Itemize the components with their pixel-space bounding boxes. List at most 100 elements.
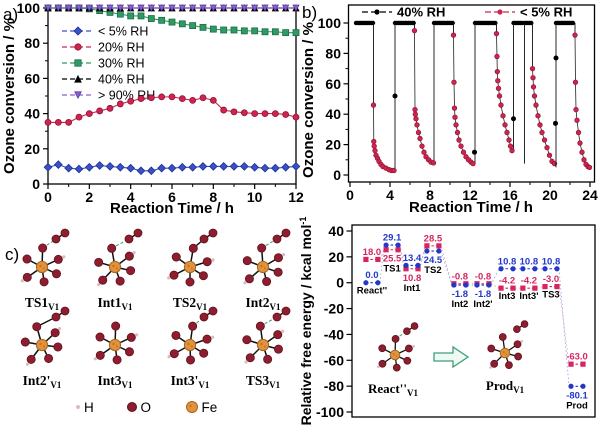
y-tick-label: 20 [325, 137, 341, 153]
energy-value-blue: 10.8 [542, 256, 561, 267]
plot-frame [351, 224, 596, 418]
energy-level-name: Int2' [473, 299, 492, 310]
energy-level-Int2: -1.8 -0.8 Int2' [473, 271, 492, 310]
energy-level-Int3: 10.8 -4.2 Int3' [519, 256, 538, 302]
level-connectors [379, 245, 570, 387]
legend-entry: < 5% RH [98, 25, 148, 39]
y-tick-label: 20 [24, 141, 40, 157]
legend-entry: 20% RH [98, 41, 145, 55]
molecule-structure [20, 228, 70, 287]
energy-level-name: TS2 [424, 265, 441, 276]
x-tick-label: 2 [85, 189, 93, 205]
y-tick-label: 60 [24, 70, 40, 86]
legend-entry: 40% RH [397, 5, 445, 20]
legend-entry: > 90% RH [98, 89, 155, 103]
x-axis-title: Reaction Time / h [110, 200, 234, 217]
y-tick-label: 0 [32, 176, 40, 192]
y-tick-label: 80 [325, 45, 341, 61]
energy-value-blue: -80.1 [566, 390, 588, 401]
molecule-structure [376, 322, 419, 372]
energy-value-red: -0.8 [452, 271, 468, 282]
y-tick-label: -80 [324, 378, 344, 394]
energy-level-name: Prod [566, 400, 588, 411]
series-b [353, 20, 593, 174]
panel-letter-b: b) [302, 3, 317, 22]
y-tick-label: 60 [325, 76, 341, 92]
molecule-structure [93, 321, 139, 365]
y-tick-label: -40 [324, 326, 344, 342]
molecule-structure [487, 320, 529, 370]
y-tick-label: 40 [328, 223, 344, 239]
y-axis-title: Ozone conversion / % [1, 18, 18, 174]
y-axis-title: Relative free energy / kcal mol-1 [298, 217, 314, 426]
energy-level-Int3: 10.8 -4.2 Int3 [498, 256, 517, 302]
x-tick-label: 0 [44, 189, 52, 205]
axes: 40 20 0 -20 -40 -60 -80 -100 [316, 223, 352, 420]
panel-letter-a: a) [3, 5, 18, 24]
y-axis-title: Ozone conversion / % [300, 22, 317, 178]
y-tick-label: 100 [318, 15, 342, 31]
molecule-structure [167, 228, 218, 287]
series-20-RH [44, 93, 300, 126]
legend-b: 40% RH < 5% RH [362, 5, 572, 20]
energy-value-red: -0.8 [475, 271, 491, 282]
molecule-structure [20, 306, 70, 366]
x-tick-label: 24 [582, 187, 598, 203]
energy-value-red: -63.0 [566, 352, 588, 363]
y-tick-label: 40 [24, 106, 40, 122]
energy-level-TS3: 10.8 -3.0 TS3 [542, 256, 561, 300]
atom-legend-label: H [84, 400, 94, 415]
y-tick-label: -20 [324, 301, 344, 317]
x-tick-label: 12 [288, 189, 304, 205]
y-tick-label: 20 [328, 249, 344, 265]
chart-panel-b: 0 4 8 12 16 20 24 0 20 40 60 80 100 Reaction Time / h… [300, 3, 598, 216]
energy-level-React: 0.0 18.0 React'' [357, 247, 387, 297]
molecule-label: Int2'V1 [23, 373, 62, 390]
inset-react-label: React''V1 [368, 381, 418, 398]
x-tick-label: 16 [502, 187, 518, 203]
molecule-label: TS2V1 [173, 295, 208, 312]
molecule-label: Int2V1 [245, 295, 281, 312]
y-tick-label: -100 [316, 404, 344, 420]
legend-entry: < 5% RH [520, 5, 572, 20]
energy-value-blue: 10.8 [520, 256, 539, 267]
energy-value-blue: 24.5 [424, 255, 443, 266]
molecule-label: Int3V1 [97, 373, 133, 390]
atom-legend-label: Fe [202, 400, 218, 415]
energy-value-red: -4.2 [521, 276, 537, 287]
x-tick-label: 6 [168, 189, 176, 205]
molecule-structure [94, 228, 143, 287]
energy-value-blue: -1.8 [475, 289, 491, 300]
energy-value-blue: 13.4 [403, 253, 422, 264]
energy-value-red: -4.2 [499, 276, 515, 287]
x-tick-label: 4 [386, 187, 394, 203]
reaction-arrow-icon [433, 345, 470, 369]
inset-prod-label: ProdV1 [486, 378, 525, 395]
y-tick-label: 0 [333, 167, 341, 183]
energy-level-name: TS1 [383, 264, 401, 275]
plot-frame [347, 4, 596, 183]
energy-value-red: -3.0 [543, 274, 559, 285]
series--90-RH [44, 4, 300, 12]
energy-value-red: 18.0 [363, 247, 382, 258]
chart-panel-a: 0 2 4 6 8 10 12 0 20 40 60 80 100 Reaction Time / h Oz… [1, 0, 304, 217]
energy-value-blue: 0.0 [365, 270, 378, 281]
y-tick-label: 100 [17, 0, 41, 16]
molecule-label: TS1V1 [25, 295, 60, 312]
y-tick-label: -60 [324, 352, 344, 368]
energy-level-name: TS3 [542, 290, 559, 301]
energy-level-Int2: -1.8 -0.8 Int2 [451, 271, 469, 310]
molecule-label: Int1V1 [97, 295, 133, 312]
energy-level-name: Int2 [451, 299, 468, 310]
x-tick-label: 0 [346, 187, 354, 203]
energy-level-TS2: 24.5 28.5 TS2 [424, 233, 443, 276]
x-tick-label: 8 [426, 187, 434, 203]
x-tick-label: 8 [209, 189, 217, 205]
x-tick-label: 4 [127, 189, 135, 205]
series--5-RH [43, 160, 301, 176]
axes: 0 2 4 6 8 10 12 0 20 40 60 80 100 [17, 0, 304, 205]
